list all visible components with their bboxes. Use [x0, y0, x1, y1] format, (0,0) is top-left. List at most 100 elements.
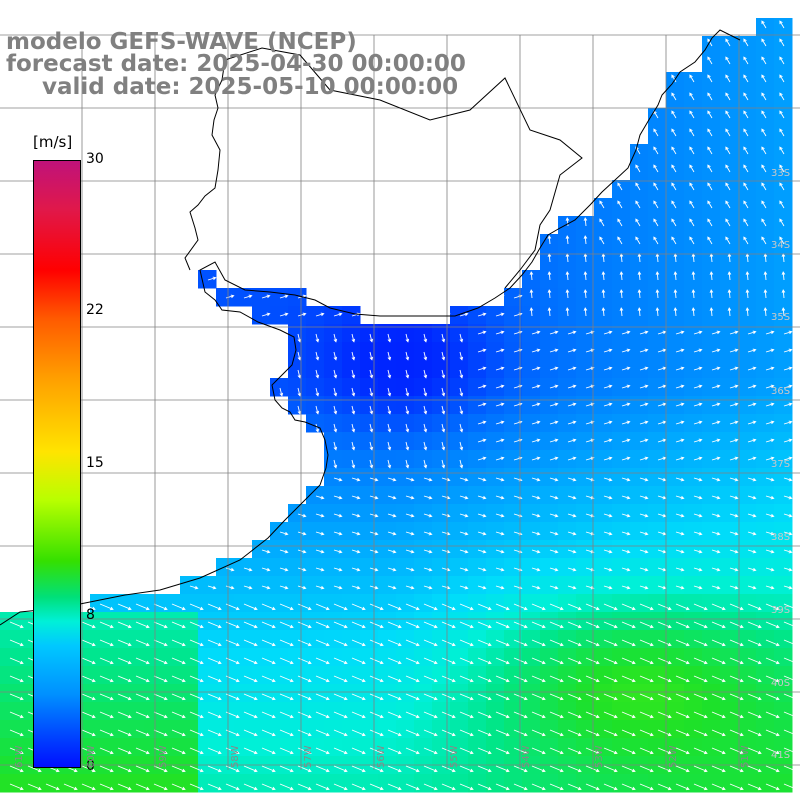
- wind-arrow: [639, 729, 654, 737]
- wind-speed-cell: [666, 288, 685, 307]
- wind-arrow: [405, 729, 420, 737]
- wind-speed-cell: [432, 738, 451, 757]
- wind-speed-cell: [522, 522, 541, 541]
- wind-arrow: [747, 384, 757, 389]
- wind-speed-cell: [522, 432, 541, 451]
- wind-arrow: [549, 585, 559, 590]
- wind-arrow: [369, 459, 374, 469]
- wind-speed-cell: [306, 612, 325, 631]
- wind-speed-cell: [90, 774, 109, 793]
- wind-speed-cell: [666, 540, 685, 559]
- wind-speed-cell: [576, 468, 595, 487]
- wind-speed-cell: [378, 468, 397, 487]
- wind-speed-cell: [450, 720, 469, 739]
- wind-speed-cell: [684, 396, 703, 415]
- wind-speed-cell: [378, 612, 397, 631]
- wind-speed-cell: [324, 720, 343, 739]
- wind-speed-cell: [486, 450, 505, 469]
- wind-arrow: [243, 729, 258, 737]
- wind-speed-cell: [396, 774, 415, 793]
- wind-arrow: [387, 477, 397, 482]
- wind-arrow: [693, 711, 708, 719]
- wind-speed-cell: [198, 720, 217, 739]
- wind-speed-cell: [270, 774, 289, 793]
- wind-arrow: [81, 783, 96, 791]
- wind-arrow: [743, 38, 749, 47]
- wind-arrow: [693, 456, 703, 461]
- wind-speed-cell: [486, 648, 505, 667]
- wind-arrow: [441, 693, 456, 701]
- wind-arrow: [621, 567, 631, 572]
- wind-speed-cell: [774, 774, 793, 793]
- wind-arrow: [639, 348, 649, 353]
- wind-speed-cell: [198, 738, 217, 757]
- wind-speed-cell: [216, 594, 235, 613]
- wind-arrow: [423, 729, 438, 737]
- wind-arrow: [675, 366, 685, 371]
- wind-speed-cell: [378, 558, 397, 577]
- wind-speed-cell: [432, 666, 451, 685]
- wind-speed-cell: [450, 450, 469, 469]
- wind-speed-cell: [0, 774, 19, 793]
- wind-arrow: [531, 456, 541, 461]
- wind-speed-cell: [702, 576, 721, 595]
- wind-speed-cell: [684, 702, 703, 721]
- wind-speed-cell: [342, 666, 361, 685]
- wind-speed-cell: [252, 612, 271, 631]
- wind-speed-cell: [234, 630, 253, 649]
- wind-speed-cell: [720, 648, 739, 667]
- wind-arrow: [765, 675, 780, 683]
- wind-arrow: [567, 531, 577, 536]
- longitude-label: 55W: [449, 745, 460, 768]
- wind-arrow: [671, 218, 677, 227]
- wind-arrow: [707, 74, 713, 83]
- wind-speed-cell: [396, 684, 415, 703]
- wind-speed-cell: [648, 774, 667, 793]
- wind-arrow: [351, 567, 361, 572]
- wind-speed-cell: [540, 468, 559, 487]
- wind-speed-cell: [756, 630, 775, 649]
- wind-arrow: [459, 621, 474, 629]
- wind-speed-cell: [630, 342, 649, 361]
- wind-arrow: [547, 289, 552, 299]
- wind-speed-cell: [504, 306, 523, 325]
- wind-speed-cell: [450, 702, 469, 721]
- wind-arrow: [423, 369, 428, 379]
- wind-arrow: [689, 200, 695, 209]
- wind-speed-cell: [324, 324, 343, 343]
- wind-arrow: [635, 164, 641, 173]
- wind-arrow: [297, 639, 312, 647]
- wind-arrow: [387, 693, 402, 701]
- wind-speed-cell: [612, 486, 631, 505]
- wind-arrow: [707, 56, 713, 65]
- wind-speed-cell: [468, 468, 487, 487]
- wind-speed-cell: [558, 414, 577, 433]
- wind-speed-cell: [738, 540, 757, 559]
- wind-arrow: [689, 74, 695, 83]
- wind-arrow: [459, 351, 464, 361]
- wind-speed-cell: [486, 306, 505, 325]
- wind-speed-cell: [432, 720, 451, 739]
- wind-speed-cell: [468, 666, 487, 685]
- wind-arrow: [81, 747, 96, 755]
- wind-speed-cell: [594, 630, 613, 649]
- wind-speed-cell: [594, 594, 613, 613]
- wind-speed-cell: [612, 774, 631, 793]
- wind-speed-cell: [378, 594, 397, 613]
- wind-speed-cell: [342, 630, 361, 649]
- wind-speed-cell: [522, 306, 541, 325]
- wind-speed-cell: [540, 594, 559, 613]
- wind-arrow: [369, 765, 384, 773]
- wind-arrow: [477, 711, 492, 719]
- wind-speed-cell: [432, 648, 451, 667]
- wind-arrow: [657, 675, 672, 683]
- wind-arrow: [99, 621, 114, 629]
- coastline-path: [0, 29, 741, 626]
- wind-arrow: [603, 585, 613, 590]
- wind-speed-cell: [720, 738, 739, 757]
- wind-speed-cell: [432, 396, 451, 415]
- wind-speed-cell: [180, 738, 199, 757]
- wind-speed-cell: [378, 576, 397, 595]
- wind-speed-cell: [738, 684, 757, 703]
- graticule: [0, 34, 800, 770]
